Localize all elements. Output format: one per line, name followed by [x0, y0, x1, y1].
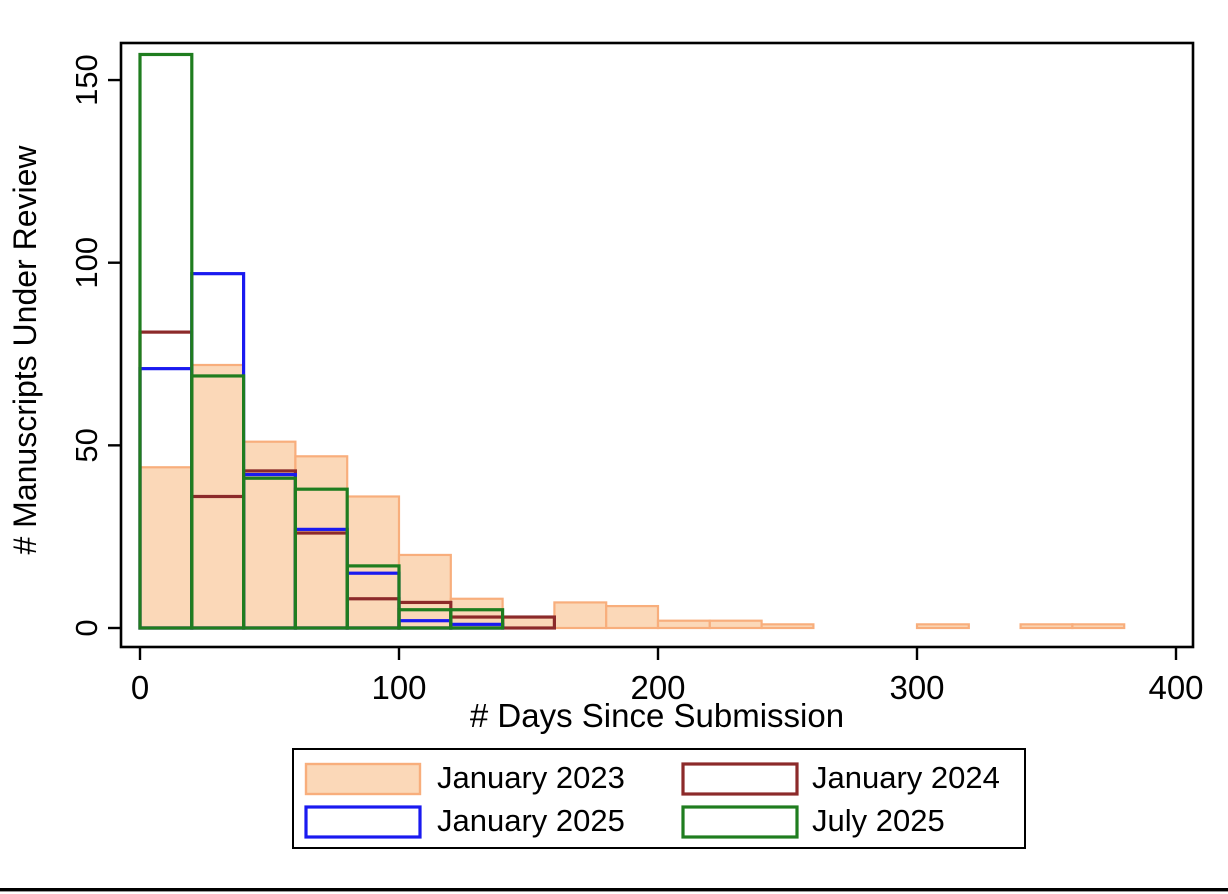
x-tick-label-400: 400: [1148, 669, 1203, 706]
bar-january-2023-100d: [397, 553, 452, 630]
bar-january-2023-180d: [605, 604, 660, 630]
y-tick-label-100: 100: [69, 237, 104, 289]
legend-swatch-january-2025: [304, 805, 422, 839]
bar-january-2023-220d: [708, 619, 763, 630]
x-tick-label-100: 100: [371, 669, 426, 706]
y-tick-label-150: 150: [69, 54, 104, 106]
axes-layer: 0 100 200 300 400 0 50 100 150: [69, 54, 1204, 706]
bar-july-2025-60d: [293, 487, 349, 630]
bar-july-2025-80d: [345, 564, 401, 630]
y-tick-label-0: 0: [69, 619, 104, 636]
window-bottom-edge: [0, 888, 1228, 892]
x-axis-title: # Days Since Submission: [470, 697, 844, 734]
legend-label-january-2023: January 2023: [437, 760, 625, 795]
x-tick-label-200: 200: [630, 669, 685, 706]
legend-label-january-2024: January 2024: [812, 760, 1000, 795]
legend-label-july-2025: July 2025: [812, 803, 945, 838]
series-july-2025: [138, 52, 505, 630]
bar-january-2023-160d: [553, 601, 608, 630]
y-tick-label-50: 50: [69, 428, 104, 462]
legend-swatch-january-2023: [304, 762, 422, 796]
bar-january-2023-240d: [760, 623, 815, 630]
bar-january-2023-0d: [138, 466, 193, 630]
bar-january-2023-140d: [501, 615, 556, 630]
x-tick-label-300: 300: [889, 669, 944, 706]
y-axis-title: # Manuscripts Under Review: [7, 145, 43, 555]
bar-january-2023-80d: [346, 495, 401, 630]
bar-january-2023-300d: [915, 623, 970, 630]
bars-layer: [138, 52, 1126, 630]
legend-label-january-2025: January 2025: [437, 803, 625, 838]
bar-january-2023-200d: [656, 619, 711, 630]
legend-swatch-july-2025: [681, 805, 799, 839]
legend: January 2023 January 2024 January 2025 J…: [292, 748, 1026, 849]
bar-january-2023-60d: [294, 455, 349, 630]
bar-january-2023-340d: [1019, 623, 1074, 630]
bar-january-2023-360d: [1071, 623, 1126, 630]
x-tick-label-0: 0: [131, 669, 149, 706]
legend-swatch-january-2024: [681, 762, 799, 796]
series-january-2023: [138, 363, 1126, 630]
bar-july-2025-120d: [449, 608, 505, 630]
bar-july-2025-0d: [138, 52, 194, 630]
